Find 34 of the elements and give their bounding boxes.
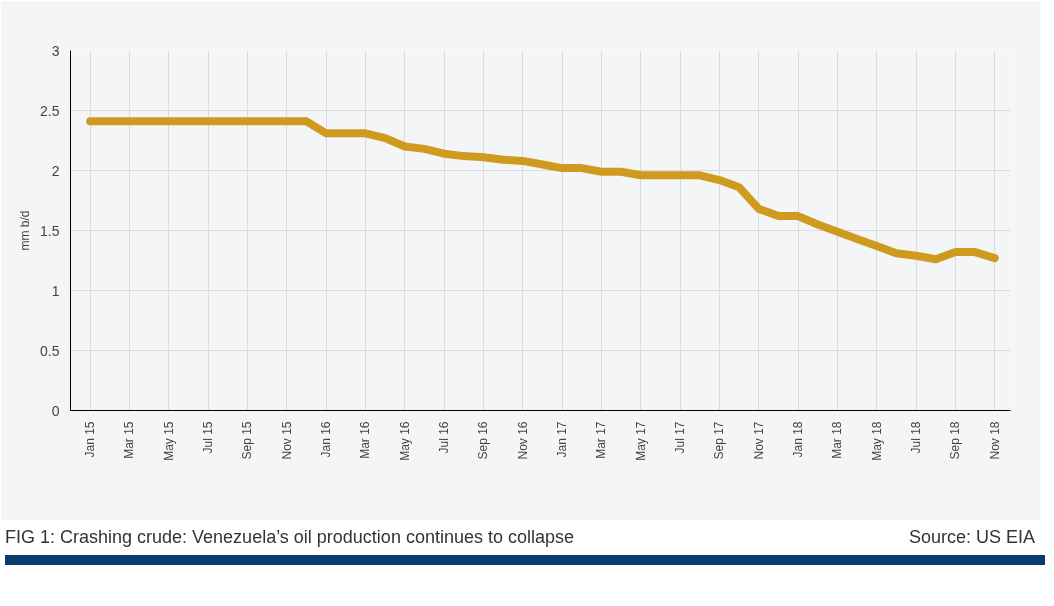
y-tick-label: 1.5 <box>40 222 60 239</box>
x-tick-label: Jan 18 <box>791 421 806 458</box>
x-tick-label: Jan 16 <box>319 421 334 458</box>
x-tick-label: Jul 15 <box>201 421 216 454</box>
x-tick-label: Nov 18 <box>987 421 1002 460</box>
x-tick-label: May 18 <box>869 421 884 461</box>
x-tick-label: Mar 15 <box>122 421 137 459</box>
x-tick-label: May 16 <box>397 421 412 461</box>
x-tick-label: Nov 15 <box>279 421 294 460</box>
x-tick-label: Mar 18 <box>830 421 845 459</box>
y-tick-label: 2.5 <box>40 102 60 119</box>
x-tick-label: Nov 16 <box>515 421 530 460</box>
x-tick-label: Mar 16 <box>358 421 373 459</box>
x-tick-label: May 15 <box>161 421 176 461</box>
x-tick-label: Nov 17 <box>751 421 766 460</box>
y-tick-label: 0 <box>51 402 60 419</box>
y-tick-label: 2 <box>51 162 60 179</box>
y-tick-label: 1 <box>51 282 60 299</box>
x-tick-label: Sep 16 <box>476 421 491 460</box>
x-tick-label: Jan 17 <box>555 421 570 458</box>
x-tick-label: Sep 18 <box>948 421 963 460</box>
y-tick-label: 3 <box>51 42 60 59</box>
x-tick-label: Sep 17 <box>712 421 727 460</box>
x-tick-label: Jul 16 <box>437 421 452 454</box>
text: FIG 1: Crashing crude: Venezuela’s oil production continues to collapse <box>5 526 575 549</box>
y-axis-title: mm b/d <box>18 210 33 251</box>
x-tick-label: Mar 17 <box>594 421 609 459</box>
x-tick-label: Jul 18 <box>909 421 924 454</box>
x-tick-label: May 17 <box>633 421 648 461</box>
y-tick-label: 0.5 <box>40 342 60 359</box>
x-tick-label: Jul 17 <box>673 421 688 454</box>
source-note: Source: US EIA <box>908 526 1035 549</box>
x-tick-label: Jan 15 <box>83 421 98 458</box>
x-tick-label: Sep 15 <box>240 421 255 460</box>
